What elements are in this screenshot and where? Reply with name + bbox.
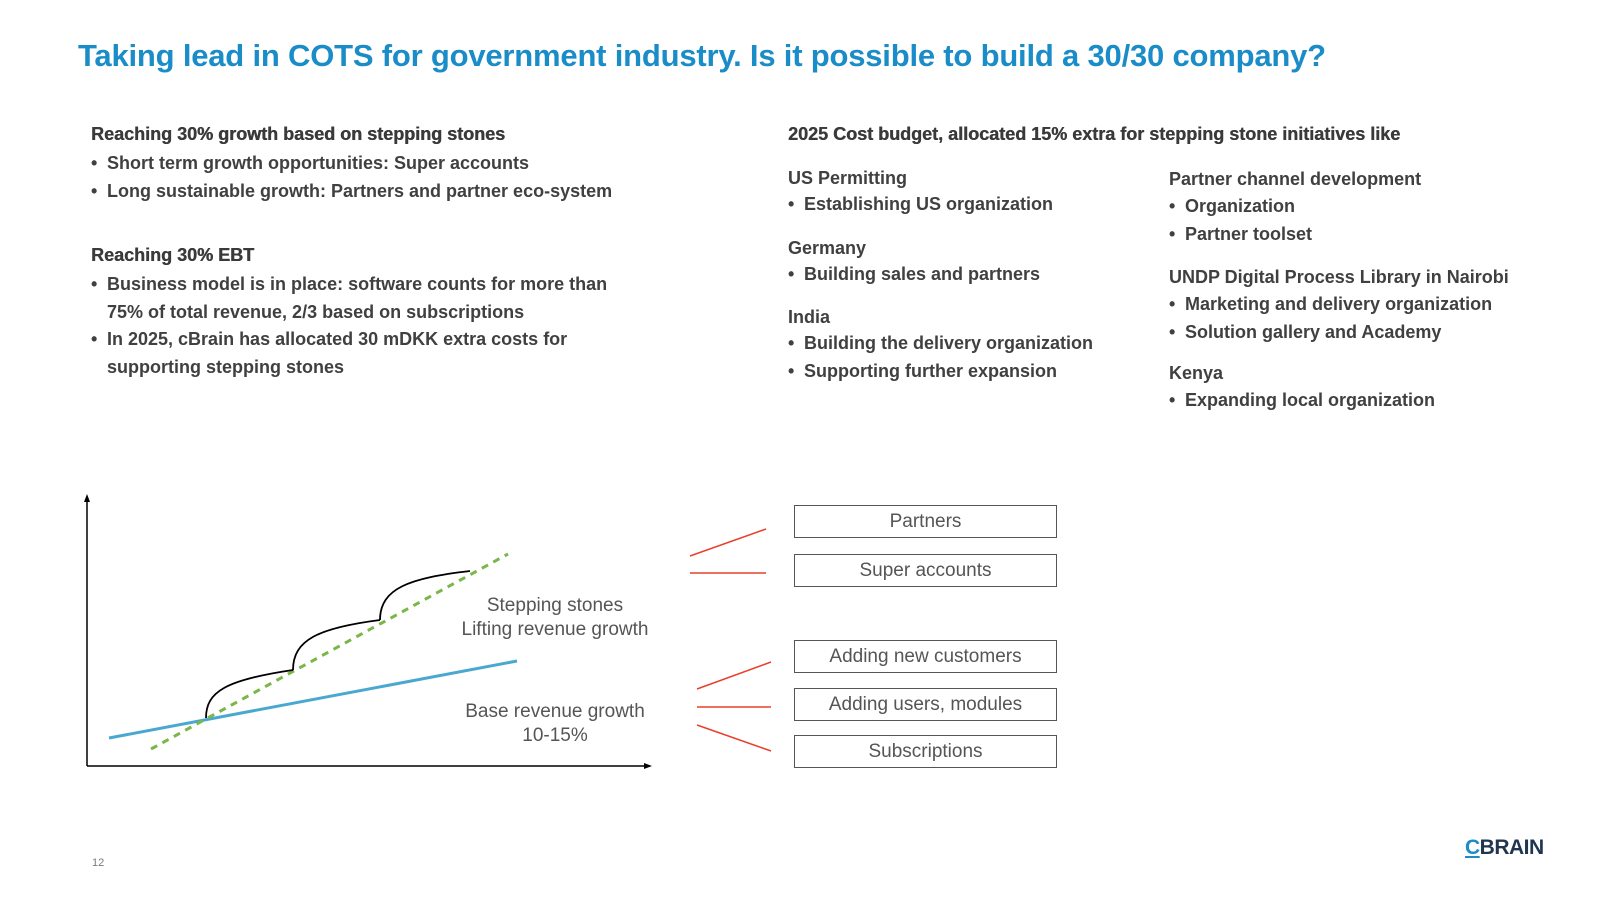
us-permitting-list: Establishing US organization	[788, 191, 1053, 219]
kenya-heading: Kenya	[1169, 363, 1224, 383]
list-item: Expanding local organization	[1169, 387, 1435, 415]
us-permitting-heading: US Permitting	[788, 168, 908, 188]
slide-title: Taking lead in COTS for government indus…	[78, 38, 1326, 73]
germany-list: Building sales and partners	[788, 261, 1040, 289]
list-item: Partner toolset	[1169, 221, 1312, 249]
growth-list: Short term growth opportunities: Super a…	[91, 150, 691, 205]
stepping-stones-trend-line	[150, 552, 509, 751]
kenya-list: Expanding local organization	[1169, 387, 1435, 415]
partner-channel-heading: Partner channel development	[1169, 169, 1422, 189]
list-item: Establishing US organization	[788, 191, 1053, 219]
logo-rest: BRAIN	[1479, 836, 1545, 859]
connectors	[689, 528, 772, 752]
budget-heading: 2025 Cost budget, allocated 15% extra fo…	[788, 124, 1401, 144]
india-heading: India	[788, 307, 831, 327]
base-growth-line	[108, 659, 518, 740]
list-item: Long sustainable growth: Partners and pa…	[91, 178, 691, 206]
logo-c: C	[1465, 836, 1480, 859]
partner-channel-list: Organization Partner toolset	[1169, 193, 1312, 248]
undp-heading: UNDP Digital Process Library in Nairobi	[1169, 267, 1509, 287]
step-curve-1	[205, 669, 294, 719]
stepping-label-line-1: Stepping stones	[486, 595, 624, 616]
base-growth-label: Base revenue growth 10-15%	[450, 700, 660, 748]
connector-line	[696, 661, 772, 690]
stepping-label-line-2: Lifting revenue growth	[461, 619, 649, 640]
super-accounts-box: Super accounts	[794, 554, 1057, 587]
list-item: Solution gallery and Academy	[1169, 319, 1492, 347]
cbrain-logo: CBRAIN	[1465, 836, 1544, 860]
list-item: Marketing and delivery organization	[1169, 291, 1492, 319]
germany-heading: Germany	[788, 238, 867, 258]
connector-line	[689, 528, 767, 557]
base-label-line-2: 10-15%	[522, 725, 588, 746]
stepping-stone-curves	[205, 570, 471, 719]
connector-line	[696, 724, 772, 752]
ebt-list: Business model is in place: software cou…	[91, 271, 631, 381]
axes	[84, 494, 652, 769]
ebt-heading: Reaching 30% EBT	[91, 245, 255, 265]
list-item: Business model is in place: software cou…	[91, 271, 631, 326]
list-item: Supporting further expansion	[788, 358, 1093, 386]
step-curve-2	[292, 619, 381, 671]
growth-heading: Reaching 30% growth based on stepping st…	[91, 124, 506, 144]
india-list: Building the delivery organization Suppo…	[788, 330, 1093, 385]
users-modules-box: Adding users, modules	[794, 688, 1057, 721]
list-item: In 2025, cBrain has allocated 30 mDKK ex…	[91, 326, 631, 381]
base-label-line-1: Base revenue growth	[465, 701, 645, 722]
subscriptions-box: Subscriptions	[794, 735, 1057, 768]
new-customers-box: Adding new customers	[794, 640, 1057, 673]
undp-list: Marketing and delivery organization Solu…	[1169, 291, 1492, 346]
partners-box: Partners	[794, 505, 1057, 538]
list-item: Building the delivery organization	[788, 330, 1093, 358]
stepping-stones-label: Stepping stones Lifting revenue growth	[450, 594, 660, 642]
x-axis-arrow	[644, 763, 652, 769]
list-item: Short term growth opportunities: Super a…	[91, 150, 691, 178]
page-number: 12	[92, 857, 105, 869]
step-curve-3	[379, 570, 471, 621]
list-item: Organization	[1169, 193, 1312, 221]
list-item: Building sales and partners	[788, 261, 1040, 289]
y-axis-arrow	[84, 494, 90, 502]
